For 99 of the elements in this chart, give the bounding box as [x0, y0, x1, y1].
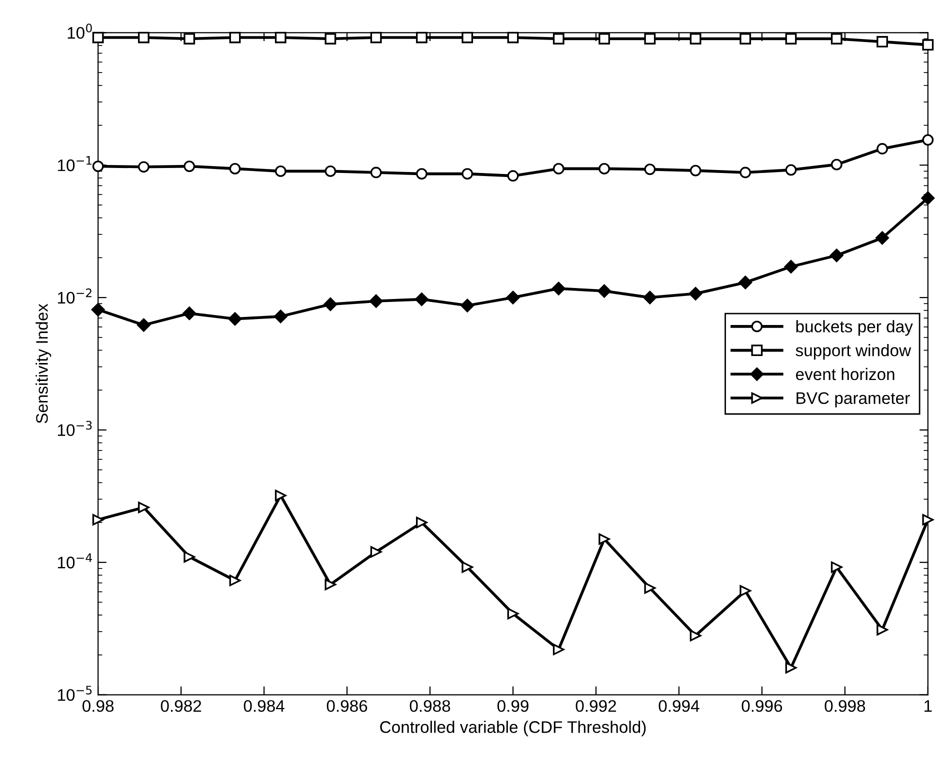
x-axis-title: Controlled variable (CDF Threshold) [380, 720, 646, 736]
point [552, 282, 566, 296]
point [274, 490, 286, 502]
y-tick-label: 10$^{−4}$ [58, 553, 92, 568]
point [370, 32, 382, 44]
y-tick-label: 10$^{−1}$ [58, 156, 92, 172]
point [644, 33, 656, 44]
point [830, 158, 842, 170]
point [876, 143, 888, 154]
y-tick-label: 10$^{−2}$ [58, 288, 92, 304]
point [138, 161, 150, 173]
point [690, 630, 702, 642]
point [274, 166, 286, 177]
x-tick-label: 0.99 [497, 700, 528, 712]
point [324, 33, 336, 44]
point [416, 168, 428, 180]
point [462, 168, 474, 180]
point [598, 284, 612, 298]
point [688, 286, 702, 300]
point [690, 33, 702, 44]
point [922, 39, 934, 51]
legend-label: event horizon [796, 368, 894, 380]
point [598, 163, 610, 174]
point [184, 33, 196, 44]
point [184, 160, 196, 172]
point [182, 306, 196, 320]
point [921, 191, 935, 205]
point [552, 644, 564, 656]
point [830, 248, 844, 262]
point [740, 33, 752, 44]
x-tick-label: 0.998 [824, 700, 866, 712]
y-axis-title: Sensitivity Index [36, 304, 52, 424]
point [738, 276, 752, 290]
point [506, 290, 520, 304]
point [92, 514, 104, 526]
point [229, 163, 241, 174]
y-tick-label: 10$^{−5}$ [58, 686, 92, 701]
point [644, 582, 656, 594]
point [92, 160, 104, 172]
point [462, 32, 474, 44]
point [507, 608, 519, 620]
point [922, 514, 934, 526]
x-tick-label: 0.98 [82, 700, 114, 712]
point [784, 260, 798, 274]
point [370, 546, 382, 558]
point [229, 574, 241, 586]
x-tick-label: 0.982 [160, 700, 202, 712]
x-tick-label: 0.986 [326, 700, 368, 712]
point [785, 164, 797, 176]
point [136, 318, 150, 332]
point [324, 166, 336, 177]
x-tick-label: 0.994 [658, 700, 700, 712]
legend-label: buckets per day [796, 320, 913, 336]
point [643, 290, 657, 304]
point [507, 170, 519, 182]
point [690, 164, 702, 176]
point [274, 310, 288, 324]
point [507, 32, 519, 44]
legend-label: support window [796, 344, 912, 360]
point [460, 298, 474, 312]
point [740, 166, 752, 178]
x-tick-label: 0.984 [244, 700, 284, 712]
point [876, 36, 888, 48]
point [369, 294, 383, 308]
point [922, 134, 934, 146]
point [644, 164, 656, 176]
point [92, 32, 104, 44]
point [740, 585, 752, 596]
x-tick-label: 0.996 [742, 700, 782, 712]
point [785, 662, 797, 674]
point [416, 32, 428, 44]
point [598, 533, 610, 545]
point [274, 32, 286, 44]
x-tick-label: 1 [924, 700, 932, 712]
legend-label: BVC parameter [796, 392, 910, 408]
point [91, 302, 105, 316]
y-tick-label: 10$^{−3}$ [58, 420, 92, 436]
point [876, 231, 889, 245]
point [324, 298, 338, 311]
point [184, 551, 196, 563]
point [830, 561, 842, 573]
point [416, 516, 428, 528]
point [414, 292, 428, 306]
point [138, 32, 150, 44]
point [876, 624, 888, 636]
point [370, 166, 382, 178]
point [552, 33, 564, 44]
point [324, 578, 336, 590]
point [552, 163, 564, 174]
x-tick-label: 0.992 [576, 700, 616, 712]
point [598, 33, 610, 44]
point [228, 312, 242, 326]
point [229, 32, 241, 44]
point [462, 561, 474, 573]
x-tick-label: 0.988 [410, 700, 450, 712]
point [830, 33, 842, 44]
y-tick-label: 10$^{0}$ [68, 24, 92, 39]
point [785, 33, 797, 44]
point [138, 502, 150, 514]
